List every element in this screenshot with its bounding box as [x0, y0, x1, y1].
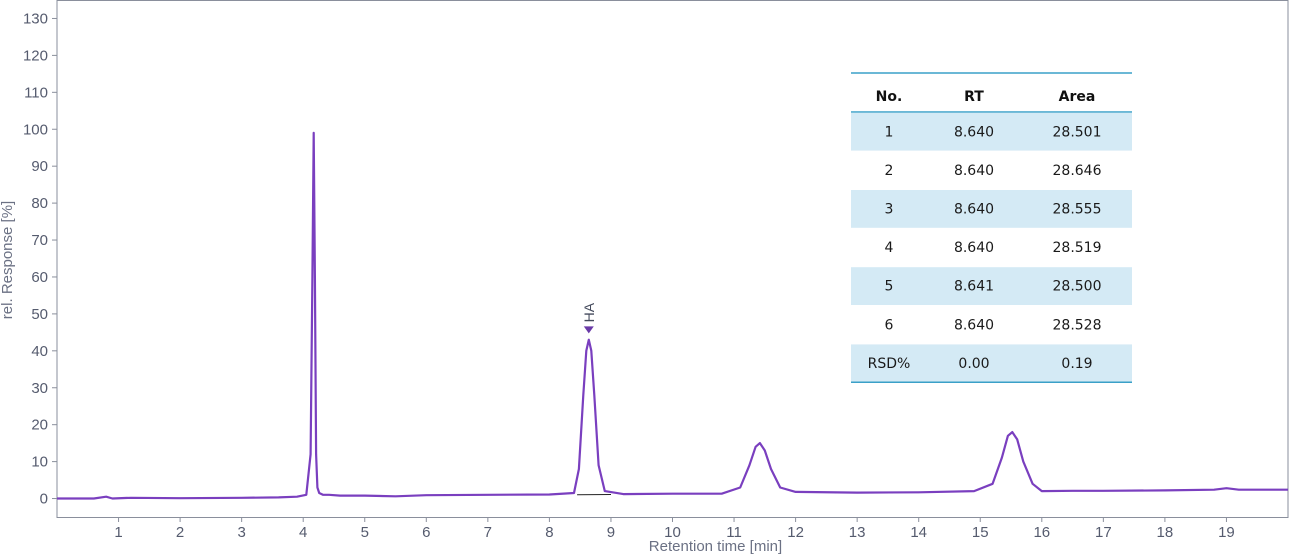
table-cell: 28.555	[1053, 202, 1102, 218]
table-cell: 8.640	[954, 317, 994, 333]
y-tick-label: 40	[31, 343, 48, 360]
y-tick-label: 70	[31, 232, 48, 249]
x-tick-label: 17	[1095, 524, 1112, 541]
table-cell: 5	[885, 279, 894, 295]
y-tick-label: 130	[23, 10, 48, 27]
table-cell: RSD%	[868, 356, 911, 372]
table-cell: 2	[885, 163, 894, 179]
table-cell: 28.519	[1053, 240, 1102, 256]
peak-marker-icon	[584, 326, 594, 333]
y-tick-label: 100	[23, 121, 48, 138]
y-tick-label: 110	[24, 84, 48, 101]
table-cell: 0.19	[1061, 356, 1092, 372]
x-tick-label: 18	[1157, 524, 1174, 541]
y-tick-label: 10	[31, 454, 48, 471]
x-tick-label: 16	[1033, 524, 1050, 541]
table-cell: 3	[885, 202, 894, 218]
table-cell: 28.501	[1053, 124, 1102, 140]
x-tick-label: 7	[484, 524, 492, 541]
x-tick-label: 3	[237, 524, 245, 541]
table-cell: 8.640	[954, 124, 994, 140]
table-cell: 6	[885, 317, 894, 333]
y-tick-label: 50	[31, 306, 48, 323]
y-tick-label: 80	[31, 195, 48, 212]
x-tick-label: 19	[1218, 524, 1235, 541]
table-cell: 28.528	[1053, 317, 1102, 333]
x-tick-label: 6	[422, 524, 430, 541]
table-header-cell: RT	[964, 89, 984, 105]
y-tick-label: 90	[31, 158, 48, 175]
y-tick-label: 20	[31, 417, 48, 434]
x-tick-label: 1	[114, 524, 122, 541]
table-header-cell: No.	[876, 89, 903, 105]
y-tick-label: 60	[31, 269, 48, 286]
table-cell: 28.500	[1053, 279, 1102, 295]
table-cell: 8.640	[954, 163, 994, 179]
table-cell: 1	[885, 124, 894, 140]
table-cell: 0.00	[958, 356, 989, 372]
table-cell: 4	[885, 240, 894, 256]
y-tick-label: 30	[31, 380, 48, 397]
y-tick-label: 0	[40, 491, 48, 508]
x-tick-label: 8	[545, 524, 553, 541]
x-tick-label: 12	[787, 524, 804, 541]
x-tick-label: 5	[361, 524, 369, 541]
table-cell: 8.640	[954, 202, 994, 218]
y-axis-title: rel. Response [%]	[0, 201, 16, 319]
y-tick-label: 120	[23, 47, 48, 64]
x-tick-label: 13	[849, 524, 866, 541]
plot-frame	[57, 1, 1288, 518]
x-tick-label: 9	[607, 524, 615, 541]
peak-label: HA	[581, 302, 597, 322]
table-cell: 8.641	[954, 279, 994, 295]
chromatogram-trace	[57, 133, 1288, 499]
x-tick-label: 4	[299, 524, 307, 541]
x-tick-label: 15	[972, 524, 989, 541]
x-tick-label: 14	[910, 524, 927, 541]
table-cell: 8.640	[954, 240, 994, 256]
table-header-cell: Area	[1059, 89, 1096, 105]
table-cell: 28.646	[1053, 163, 1102, 179]
x-axis-title: Retention time [min]	[649, 538, 782, 555]
x-tick-label: 2	[176, 524, 184, 541]
